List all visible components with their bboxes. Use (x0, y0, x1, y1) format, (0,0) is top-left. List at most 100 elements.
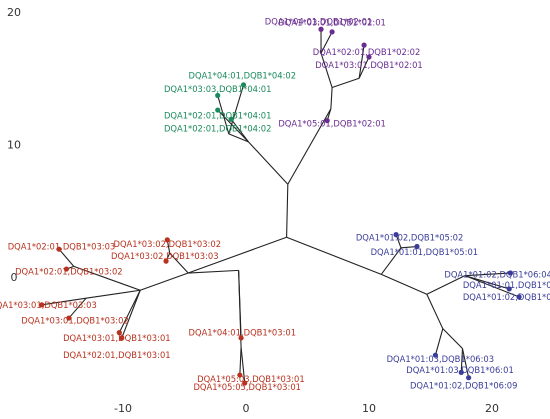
leaf-dot (361, 42, 367, 48)
leaf-label: DQA1*04:01,DQB1*03:01 (189, 328, 297, 338)
leaf-label: DQA1*01:02,DQB1*06:04 (444, 269, 550, 279)
branch-edge (331, 77, 360, 89)
leaf-label: DQA1*03:01,DQB1*02:01 (315, 60, 423, 70)
branch-edge (464, 275, 520, 298)
branch-edge (464, 272, 511, 277)
branch-edge (238, 270, 242, 348)
branch-edge (461, 348, 470, 378)
leaf-dot (432, 352, 439, 358)
branch-edge (73, 265, 141, 291)
leaf-label: DQA1*01:01,DQB1*06:02 (463, 280, 550, 290)
leaf-label: DQA1*01:02,DQB1*05:02 (356, 232, 464, 242)
branch-edge (320, 52, 333, 88)
leaf-dot (215, 107, 221, 113)
branch-edge (228, 133, 249, 143)
branch-edge (169, 252, 189, 274)
branch-edge (58, 248, 75, 267)
leaf-dot (228, 116, 234, 122)
branch-edge (286, 184, 289, 238)
leaf-dot (507, 270, 514, 276)
leaf-label: DQA1*03:03,DQB1*04:01 (164, 84, 272, 94)
leaf-dot (163, 258, 169, 264)
leaf-label: DQA1*05:05,DQB1*03:01 (193, 382, 301, 392)
leaf-dot (240, 82, 247, 88)
leaf-dot (324, 118, 330, 124)
branch-edge (460, 348, 464, 373)
leaf-label: DQA1*05:01,DQB1*02:01 (278, 118, 386, 128)
leaf-dot (329, 29, 335, 35)
leaf-dot (56, 246, 62, 252)
branch-edge (286, 236, 382, 275)
leaf-dot (393, 232, 399, 238)
leaf-label: DQA1*03:01,DQB1*03:02 (21, 316, 129, 326)
branch-edge (330, 87, 333, 109)
branch-edge (140, 272, 189, 291)
leaf-label: DQA1*02:01,DQB1*04:02 (164, 124, 272, 134)
branch-edge (118, 290, 141, 333)
leaf-label: DQA1*03:02,DQB1*03:02 (114, 239, 222, 249)
leaf-label: DQA1*02:01,DQB1*04:01 (164, 110, 272, 120)
leaf-dot (466, 375, 472, 381)
leaf-label: DQA1*01:02,DQB1*06:02 (463, 292, 550, 302)
leaf-dot (242, 380, 248, 386)
leaf-label: DQA1*01:03,DQB1*06:03 (387, 354, 495, 364)
branch-edge (287, 108, 332, 185)
leaf-dot (366, 54, 372, 60)
leaf-label: DQA1*04:01,DQB1*04:02 (189, 71, 297, 81)
branch-edge (426, 275, 466, 295)
branch-edge (358, 56, 370, 79)
branch-edge (442, 328, 463, 349)
branch-edge (248, 141, 289, 185)
leaf-label: DQA1*03:02,DQB1*03:03 (111, 251, 219, 261)
leaf-label: DQA1*04:01,DQB1*02:01 (265, 16, 373, 26)
leaf-label: DQA1*02:01,DQB1*03:03 (8, 242, 116, 252)
branch-edge (230, 118, 249, 143)
leaf-dot (164, 237, 170, 243)
leaf-dot (119, 335, 125, 341)
branch-edge (41, 297, 87, 306)
branch-lines (41, 29, 520, 384)
leaf-label: DQA1*02:01,DQB1*03:02 (15, 267, 123, 277)
leaf-dot (63, 266, 70, 272)
leaf-dot (66, 315, 72, 321)
x-tick-label: -10 (114, 402, 132, 415)
leaf-labels: DQA1*04:01,DQB1*04:02 DQA1*03:03,DQB1*04:… (0, 16, 550, 392)
leaf-label: DQA1*03:01,DQB1*03:01 (63, 333, 171, 343)
leaf-label: DQA1*02:01,DQB1*02:02 (313, 47, 421, 57)
leaf-dot (318, 26, 324, 32)
leaf-label: DQA1*01:03,DQB1*06:01 (406, 365, 514, 375)
branch-edge (68, 297, 87, 319)
y-tick-label: 0 (11, 271, 18, 284)
leaf-label: DQA1*03:01,DQB1*02:01 (278, 18, 386, 28)
branch-edge (320, 31, 333, 54)
branch-edge (217, 95, 230, 135)
branch-edge (381, 273, 428, 295)
leaf-label: DQA1*05:03,DQB1*03:01 (197, 374, 305, 384)
leaf-dot (458, 369, 464, 375)
x-tick-label: 10 (362, 402, 376, 415)
leaf-dot (39, 302, 45, 308)
leaf-label: DQA1*03:01,DQB1*03:03 (0, 300, 97, 310)
branch-edge (86, 289, 141, 299)
leaf-dot (237, 372, 243, 378)
leaf-dot (516, 294, 522, 300)
y-tick-label: 20 (7, 6, 21, 19)
leaf-dot (215, 92, 221, 99)
branch-edge (121, 290, 141, 339)
leaf-dot (116, 330, 122, 336)
branch-edge (228, 84, 245, 135)
leaf-dot (414, 243, 420, 250)
axis-ticks: -10 0 10 20 0 10 20 (7, 6, 499, 415)
y-tick-label: 10 (7, 139, 21, 152)
leaf-label: DQA1*01:01,DQB1*05:01 (371, 247, 479, 257)
x-tick-label: 20 (485, 402, 499, 415)
x-tick-label: 0 (243, 402, 250, 415)
leaf-dot (506, 286, 512, 292)
leaf-dot (238, 335, 244, 341)
branch-edge (400, 245, 418, 249)
branch-edge (217, 109, 249, 143)
leaf-label: DQA1*01:02,DQB1*06:09 (410, 381, 518, 391)
branch-edge (358, 45, 365, 79)
